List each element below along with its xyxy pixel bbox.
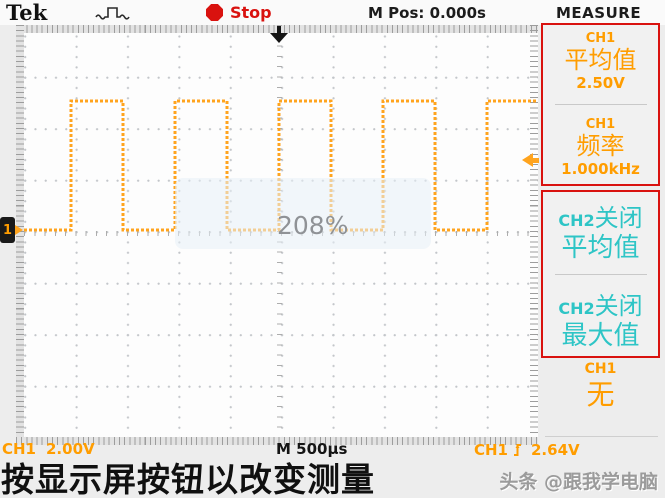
measure-type: 平均值 xyxy=(564,46,637,74)
rising-edge-icon xyxy=(514,444,521,456)
tek-logo: Tek xyxy=(6,0,48,25)
zoom-tooltip-overlay xyxy=(175,178,431,249)
measure-type: 频率 xyxy=(576,132,625,160)
measure-source: CH1 xyxy=(585,31,616,46)
measure-slot-5[interactable]: CH1 无 xyxy=(541,362,660,413)
measure-type: 无 xyxy=(586,378,615,411)
trigger-level-marker[interactable] xyxy=(522,153,539,167)
channel1-ground-marker[interactable]: 1 xyxy=(0,217,15,243)
bottom-ruler xyxy=(16,437,538,445)
measure-source: CH1 xyxy=(584,361,617,377)
measure-source: CH2 xyxy=(558,298,595,318)
ch1-scale-readout: CH1 2.00V xyxy=(2,440,95,458)
timebase-readout: M 500μs xyxy=(276,440,348,458)
waveform-trace xyxy=(24,99,538,232)
menu-title: MEASURE xyxy=(556,4,642,22)
measure-slot-4[interactable]: CH2 关闭 最大值 xyxy=(543,286,658,351)
acquisition-state: Stop xyxy=(230,3,272,22)
measure-value: 1.000kHz xyxy=(561,160,640,178)
horizontal-position-readout: M Pos: 0.000s xyxy=(368,4,486,22)
sidebar-divider xyxy=(545,436,658,437)
measure-menu-box-ch2: CH2 关闭 平均值 CH2 关闭 最大值 xyxy=(541,190,660,358)
measure-type: 平均值 xyxy=(561,232,640,263)
measure-source: CH2 xyxy=(558,210,595,230)
channel1-ground-arrow-icon xyxy=(15,225,23,235)
trigger-waveform-icon xyxy=(95,7,130,20)
measure-source-state: 关闭 xyxy=(594,203,643,232)
measure-slot-2[interactable]: CH1 频率 1.000kHz xyxy=(543,117,658,178)
measure-source-state: 关闭 xyxy=(594,291,643,320)
stop-icon xyxy=(206,4,223,21)
measure-value: 2.50V xyxy=(576,74,625,92)
zoom-level-badge: 208% xyxy=(277,211,349,240)
measure-source: CH1 xyxy=(585,117,616,132)
waveform-area xyxy=(24,99,538,232)
measure-type: 最大值 xyxy=(561,320,640,351)
trigger-position-marker[interactable] xyxy=(270,26,288,43)
hint-text: 按显示屏按钮以改变测量 xyxy=(1,460,375,498)
top-status-bar: Tek Stop M Pos: 0.000s MEASURE xyxy=(0,0,665,25)
channel-number: 1 xyxy=(2,222,13,238)
menu-divider xyxy=(554,104,647,105)
measure-menu-box-ch1: CH1 平均值 2.50V CH1 频率 1.000kHz xyxy=(541,23,660,186)
measure-slot-3[interactable]: CH2 关闭 平均值 xyxy=(543,198,658,263)
watermark-text: 头条 @跟我学电脑 xyxy=(499,471,658,493)
trigger-readout: CH1 2.64V xyxy=(474,441,580,459)
menu-divider xyxy=(554,273,647,275)
measure-slot-1[interactable]: CH1 平均值 2.50V xyxy=(543,31,658,92)
